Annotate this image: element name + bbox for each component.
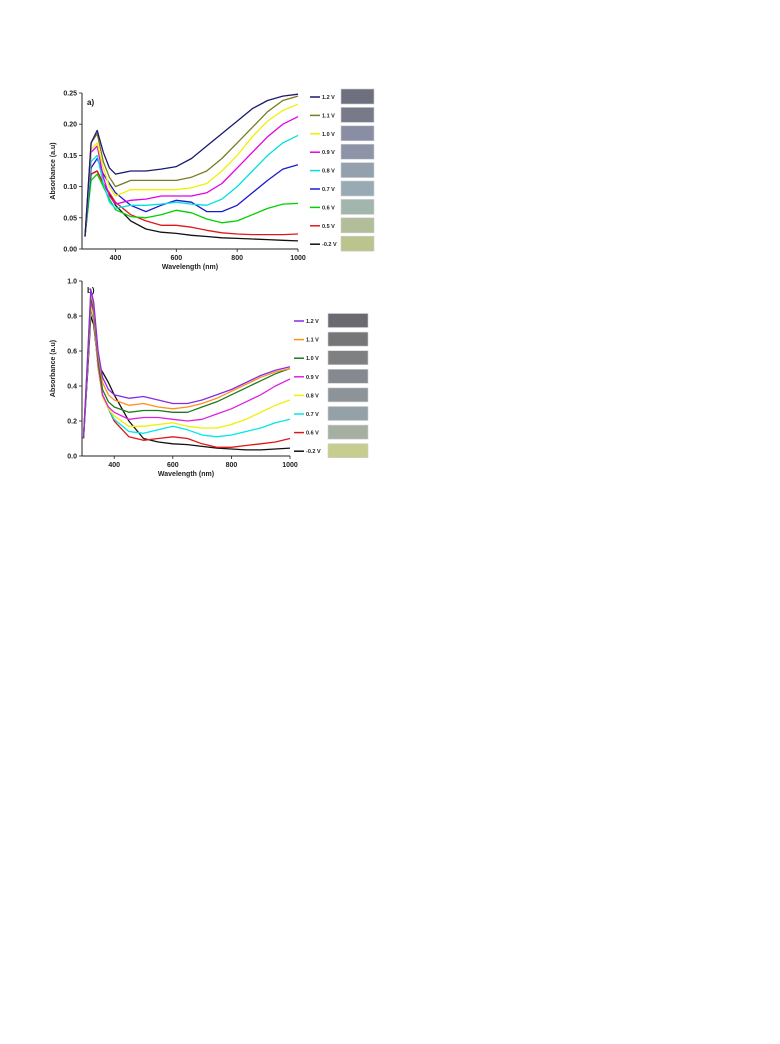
legend-label: 1.2 V (322, 95, 335, 101)
legend-label: 0.5 V (322, 224, 335, 230)
y-tick-label: 0.15 (63, 153, 77, 160)
film-swatch (327, 313, 369, 328)
legend-label: 1.1 V (306, 338, 319, 344)
film-swatch (327, 331, 369, 347)
film-swatch (340, 143, 375, 160)
y-tick-label: 0.00 (63, 247, 77, 254)
series-line (82, 297, 291, 439)
film-swatch (327, 443, 369, 458)
y-tick-label: 1.0 (67, 279, 77, 286)
series-line (84, 93, 299, 237)
x-tick-label: 800 (231, 255, 243, 262)
series-line (82, 306, 291, 439)
y-axis-title: Absorbance (a.u) (50, 340, 57, 397)
series-line (84, 173, 299, 237)
film-swatch (340, 107, 375, 123)
x-tick-label: 1000 (282, 462, 298, 469)
y-tick-label: 0.05 (63, 215, 77, 222)
y-tick-label: 0.0 (67, 454, 77, 461)
film-swatch (340, 235, 375, 252)
film-swatch (340, 125, 375, 142)
chart-panel-a: 0.00 0.05 0.10 0.15 0.20 0.25 400 600 800 1000 Wav… (44, 84, 394, 280)
legend-label: 1.0 V (322, 132, 335, 138)
series-line (84, 95, 299, 237)
film-swatch (327, 406, 369, 421)
series-line (84, 116, 299, 237)
film-swatch (327, 369, 369, 384)
x-axis-title: Wavelength (nm) (158, 471, 214, 478)
y-tick-label: 0.8 (67, 314, 77, 321)
x-tick-label: 800 (226, 462, 238, 469)
film-swatch (340, 199, 375, 215)
x-tick-label: 400 (110, 255, 122, 262)
y-tick-label: 0.2 (67, 419, 77, 426)
x-tick-label: 600 (170, 255, 182, 262)
film-swatch (340, 180, 375, 197)
legend-label: -0.2 V (322, 242, 337, 248)
legend-label: 0.8 V (322, 169, 335, 175)
legend-label: 0.9 V (306, 375, 319, 381)
film-swatch (340, 217, 375, 234)
legend-label: 0.8 V (306, 393, 319, 399)
y-tick-label: 0.20 (63, 122, 77, 129)
film-swatch (327, 350, 369, 365)
film-swatch (327, 387, 369, 403)
legend-label: 1.0 V (306, 356, 319, 362)
x-tick-label: 400 (108, 462, 120, 469)
legend-label: 1.1 V (322, 113, 335, 119)
film-swatch (340, 162, 375, 178)
legend-label: 1.2 V (306, 319, 319, 325)
panel-label: a) (87, 98, 94, 107)
legend-label: 0.7 V (306, 412, 319, 418)
legend-label: 0.6 V (306, 431, 319, 437)
y-tick-label: 0.4 (67, 384, 77, 391)
y-tick-label: 0.10 (63, 184, 77, 191)
y-axis-title: Absorbance (a.u) (50, 142, 57, 199)
series-line (84, 134, 299, 237)
legend-label: 0.9 V (322, 150, 335, 156)
series-line (82, 301, 291, 439)
series-line (84, 103, 299, 237)
x-axis-title: Wavelength (nm) (162, 264, 218, 271)
film-swatch (340, 88, 375, 105)
legend-label: 0.6 V (322, 205, 335, 211)
y-tick-label: 0.6 (67, 349, 77, 356)
chart-panel-b: 0.0 0.2 0.4 0.6 0.8 1.0 400 600 800 1000 Wavelengt… (44, 276, 394, 482)
series-line (84, 157, 299, 237)
film-swatch (327, 424, 369, 440)
legend-label: 0.7 V (322, 187, 335, 193)
y-tick-label: 0.25 (63, 91, 77, 98)
x-tick-label: 600 (167, 462, 179, 469)
legend-label: -0.2 V (306, 449, 321, 455)
x-tick-label: 1000 (290, 255, 306, 262)
chart-a-svg: 0.00 0.05 0.10 0.15 0.20 0.25 400 600 800 1000 Wav… (50, 88, 375, 271)
series-line (82, 289, 291, 439)
chart-b-svg: 0.0 0.2 0.4 0.6 0.8 1.0 400 600 800 1000 Wavelengt… (50, 279, 369, 478)
